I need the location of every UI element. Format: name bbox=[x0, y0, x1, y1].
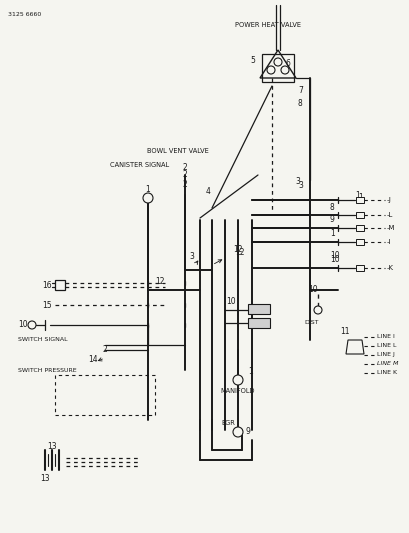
Text: 12: 12 bbox=[234, 248, 244, 257]
Bar bbox=[355, 212, 363, 218]
Bar bbox=[355, 197, 363, 203]
Bar bbox=[355, 265, 363, 271]
Bar bbox=[355, 239, 363, 245]
Circle shape bbox=[143, 193, 153, 203]
Bar bbox=[355, 225, 363, 231]
Circle shape bbox=[28, 321, 36, 329]
Text: 4: 4 bbox=[205, 188, 210, 197]
Text: CANISTER SIGNAL: CANISTER SIGNAL bbox=[110, 162, 169, 168]
Text: 6: 6 bbox=[285, 59, 290, 68]
Bar bbox=[247, 318, 270, 328]
Text: 3: 3 bbox=[189, 252, 194, 261]
Text: BOWL VENT VALVE: BOWL VENT VALVE bbox=[147, 148, 208, 154]
Text: 10: 10 bbox=[329, 252, 339, 261]
Text: 10: 10 bbox=[18, 320, 28, 329]
Text: -M: -M bbox=[386, 225, 395, 231]
Text: LINE M: LINE M bbox=[376, 361, 398, 367]
Text: LINE L: LINE L bbox=[376, 343, 396, 349]
Text: 3: 3 bbox=[297, 181, 302, 190]
Circle shape bbox=[280, 66, 288, 74]
Text: LINE K: LINE K bbox=[376, 370, 396, 376]
Circle shape bbox=[232, 375, 243, 385]
Text: 1: 1 bbox=[145, 185, 150, 194]
Text: 9: 9 bbox=[329, 215, 334, 224]
Text: 9: 9 bbox=[245, 427, 250, 437]
Text: LINE J: LINE J bbox=[376, 352, 394, 358]
Text: DIST: DIST bbox=[304, 320, 319, 325]
Circle shape bbox=[313, 306, 321, 314]
Text: 15: 15 bbox=[42, 301, 52, 310]
Text: 1: 1 bbox=[357, 193, 362, 203]
Text: 2: 2 bbox=[182, 163, 187, 172]
Text: 12: 12 bbox=[155, 278, 164, 287]
Text: 1: 1 bbox=[247, 367, 252, 376]
Text: 2: 2 bbox=[182, 170, 187, 179]
Text: -I: -I bbox=[386, 239, 391, 245]
Bar bbox=[55, 280, 65, 290]
Text: CARB: CARB bbox=[248, 320, 265, 326]
Text: 1: 1 bbox=[354, 190, 359, 199]
Text: 5: 5 bbox=[249, 55, 254, 64]
Text: 12: 12 bbox=[233, 245, 242, 254]
Text: POWER HEAT VALVE: POWER HEAT VALVE bbox=[234, 22, 300, 28]
Text: SWITCH SIGNAL: SWITCH SIGNAL bbox=[18, 337, 67, 342]
Text: 8: 8 bbox=[329, 203, 334, 212]
Bar bbox=[247, 304, 270, 314]
Text: -L: -L bbox=[386, 212, 392, 218]
Text: MANIFOLD: MANIFOLD bbox=[220, 388, 255, 394]
Text: -J: -J bbox=[386, 197, 391, 203]
Text: 10: 10 bbox=[329, 255, 339, 264]
Text: EGR: EGR bbox=[220, 420, 234, 426]
Text: 10: 10 bbox=[307, 286, 317, 295]
Text: 11: 11 bbox=[339, 327, 348, 336]
Circle shape bbox=[266, 66, 274, 74]
Text: 3125 6660: 3125 6660 bbox=[8, 12, 41, 17]
Text: 13: 13 bbox=[47, 442, 57, 451]
Text: 13: 13 bbox=[40, 474, 49, 483]
Circle shape bbox=[273, 58, 281, 66]
Text: 7: 7 bbox=[297, 85, 302, 94]
Text: 16: 16 bbox=[42, 280, 52, 289]
Text: 14: 14 bbox=[88, 356, 97, 365]
Text: 1: 1 bbox=[329, 230, 334, 238]
Text: 2: 2 bbox=[102, 345, 107, 354]
Text: 3: 3 bbox=[295, 177, 300, 187]
Text: CARB: CARB bbox=[248, 306, 265, 311]
Text: 8: 8 bbox=[297, 99, 302, 108]
Text: 10: 10 bbox=[226, 297, 236, 306]
Text: 2: 2 bbox=[182, 180, 187, 189]
Text: -K: -K bbox=[386, 265, 393, 271]
Text: LINE I: LINE I bbox=[376, 335, 394, 340]
Text: SWITCH PRESSURE: SWITCH PRESSURE bbox=[18, 368, 76, 373]
Circle shape bbox=[232, 427, 243, 437]
